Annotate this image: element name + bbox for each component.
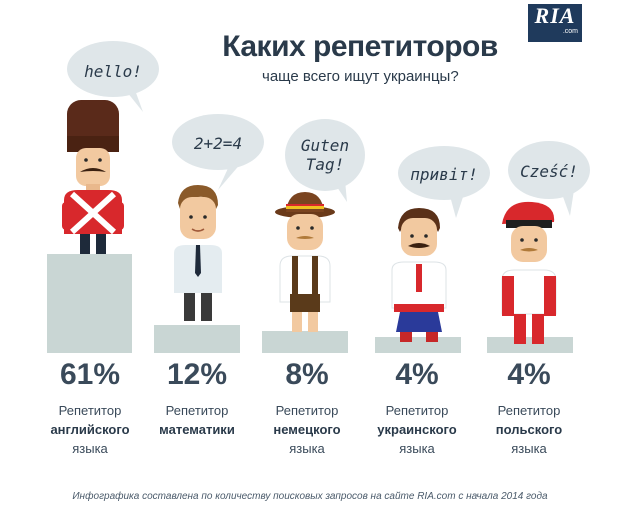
label-language: математики — [159, 422, 235, 437]
speech-bubble-polish: Cześć! — [508, 140, 590, 216]
english-guard-figure — [62, 100, 124, 254]
bubble-text: 2+2=4 — [193, 133, 243, 153]
label-english: Репетитор английского языка — [30, 401, 150, 458]
bubble-shape — [67, 41, 159, 112]
bubble-shape — [285, 119, 365, 202]
label-top: Репетитор — [385, 403, 449, 418]
label-top: Репетитор — [165, 403, 229, 418]
footnote: Инфографика составлена по количеству пои… — [72, 491, 548, 502]
bubble-text: Guten Tag! — [300, 136, 350, 174]
german-figure — [275, 192, 335, 332]
label-bottom: языка — [289, 441, 325, 456]
pedestal-ukrainian — [375, 337, 461, 353]
bubble-text: hello! — [84, 61, 142, 81]
label-language: немецкого — [273, 422, 341, 437]
page-title: Каких репетиторов — [50, 30, 620, 64]
label-bottom: языка — [511, 441, 547, 456]
bubble-shape — [508, 141, 590, 216]
label-bottom: языка — [72, 441, 108, 456]
pedestal-polish — [487, 337, 573, 353]
bubble-shape — [398, 146, 490, 218]
speech-bubble-german: Guten Tag! — [285, 118, 365, 202]
label-language: украинского — [377, 422, 457, 437]
pedestal-english — [47, 254, 132, 353]
speech-bubble-english: hello! — [65, 40, 161, 112]
bubble-text: Cześć! — [520, 161, 578, 181]
label-german: Репетитор немецкого языка — [247, 401, 367, 458]
label-polish: Репетитор польского языка — [469, 401, 589, 458]
bubble-text: привіт! — [410, 164, 478, 184]
label-bottom: языка — [399, 441, 435, 456]
label-top: Репетитор — [58, 403, 122, 418]
pedestal-math — [154, 325, 240, 353]
percent-german: 8% — [285, 358, 329, 391]
label-math: Репетитор математики — [137, 401, 257, 439]
label-language: польского — [495, 422, 563, 437]
percent-polish: 4% — [507, 358, 551, 391]
label-top: Репетитор — [275, 403, 339, 418]
speech-bubble-ukrainian: привіт! — [398, 146, 490, 218]
ria-logo: RIA .com — [528, 4, 582, 42]
label-language: английского — [50, 422, 130, 437]
logo-word: RIA — [534, 3, 576, 28]
speech-bubble-math: 2+2=4 — [170, 112, 266, 190]
math-tutor-figure — [174, 185, 222, 321]
label-ukrainian: Репетитор украинского языка — [357, 401, 477, 458]
ukrainian-figure — [391, 208, 447, 342]
label-top: Репетитор — [497, 403, 561, 418]
pedestal-german — [262, 331, 348, 353]
bubble-shape — [172, 114, 264, 190]
logo-domain: .com — [562, 28, 578, 35]
page-subtitle: чаще всего ищут украинцы? — [262, 68, 459, 85]
percent-ukrainian: 4% — [395, 358, 439, 391]
polish-figure — [501, 201, 557, 344]
percent-math: 12% — [166, 358, 228, 391]
page-title-text: Каких репетиторов — [222, 30, 498, 63]
percent-english: 61% — [59, 358, 121, 391]
